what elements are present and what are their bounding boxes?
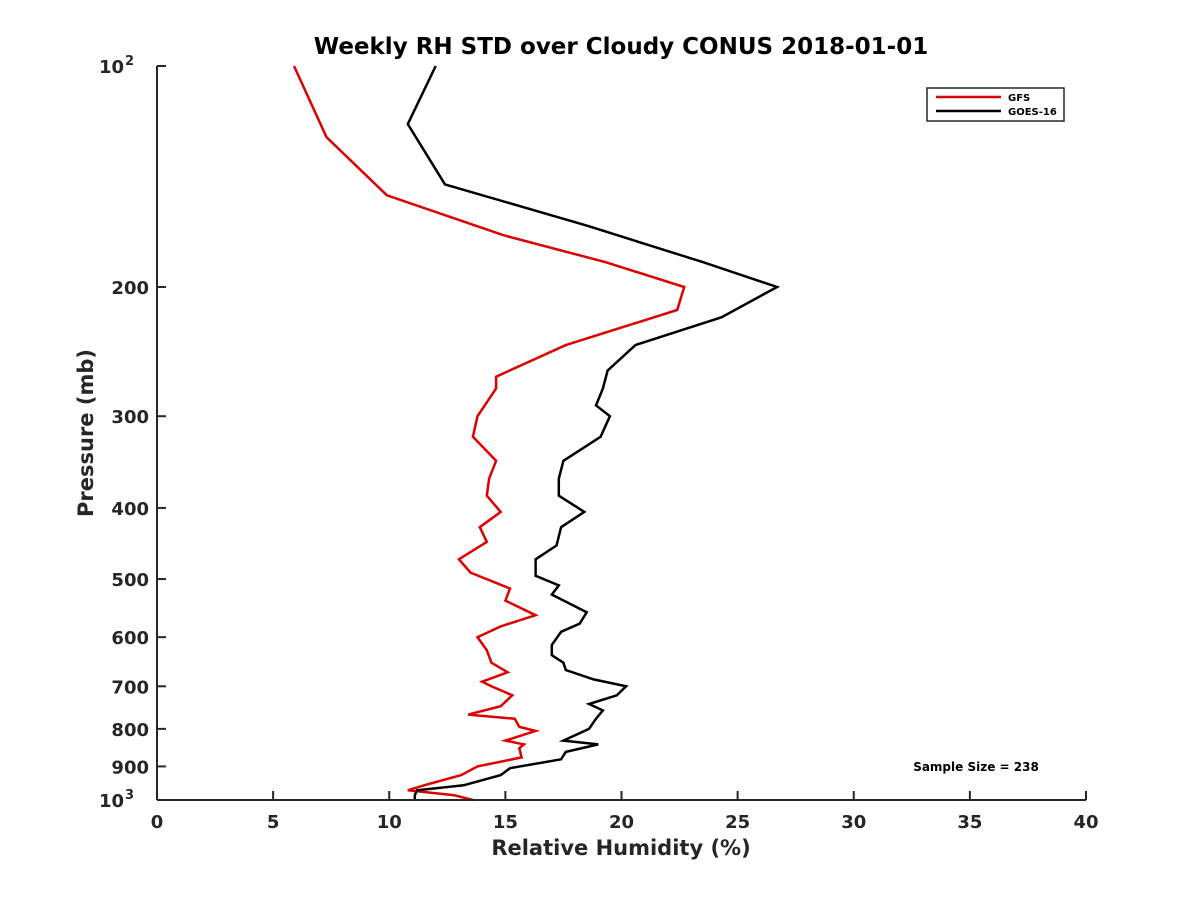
x-tick-label: 25 [725, 812, 750, 833]
y-tick-label: 600 [111, 628, 149, 649]
x-tick-label: 10 [377, 812, 402, 833]
y-tick-label: 500 [111, 570, 149, 591]
series-layer [292, 65, 781, 802]
x-tick-label: 0 [151, 812, 164, 833]
x-tick-label: 20 [609, 812, 634, 833]
sample-size-annotation: Sample Size = 238 [913, 760, 1039, 774]
legend-box [926, 87, 1065, 122]
y-tick-label: 800 [111, 720, 149, 741]
x-tick-label: 15 [493, 812, 518, 833]
y-tick-label-power: 10 3 [99, 788, 134, 812]
series-line-goes-16 [406, 65, 781, 800]
y-tick-label: 300 [111, 407, 149, 428]
legend-label: GOES-16 [1008, 107, 1057, 118]
x-tick-label: 30 [841, 812, 866, 833]
y-tick-label: 200 [111, 278, 149, 299]
y-tick-label-exponent: 2 [125, 54, 134, 69]
legend-label: GFS [1008, 93, 1030, 104]
y-tick-label-exponent: 3 [125, 788, 134, 803]
y-tick-label: 900 [111, 757, 149, 778]
y-tick-label: 400 [111, 499, 149, 520]
x-tick-label: 35 [957, 812, 982, 833]
y-tick-label-power: 10 2 [99, 54, 134, 78]
y-axis-label: Pressure (mb) [74, 349, 98, 517]
x-ticks: 0 5 10 15 20 25 30 35 40 [151, 791, 1099, 833]
legend: GFS GOES-16 [926, 87, 1065, 122]
chart-title: Weekly RH STD over Cloudy CONUS 2018-01-… [314, 34, 928, 60]
x-tick-label: 5 [267, 812, 280, 833]
series-line-gfs [292, 65, 686, 802]
x-axis-label: Relative Humidity (%) [491, 836, 750, 860]
y-tick-label: 700 [111, 677, 149, 698]
legend-items: GFS GOES-16 [936, 93, 1057, 118]
x-tick-label: 40 [1073, 812, 1098, 833]
y-tick-label-base: 10 [99, 791, 124, 812]
y-tick-label-base: 10 [99, 57, 124, 78]
